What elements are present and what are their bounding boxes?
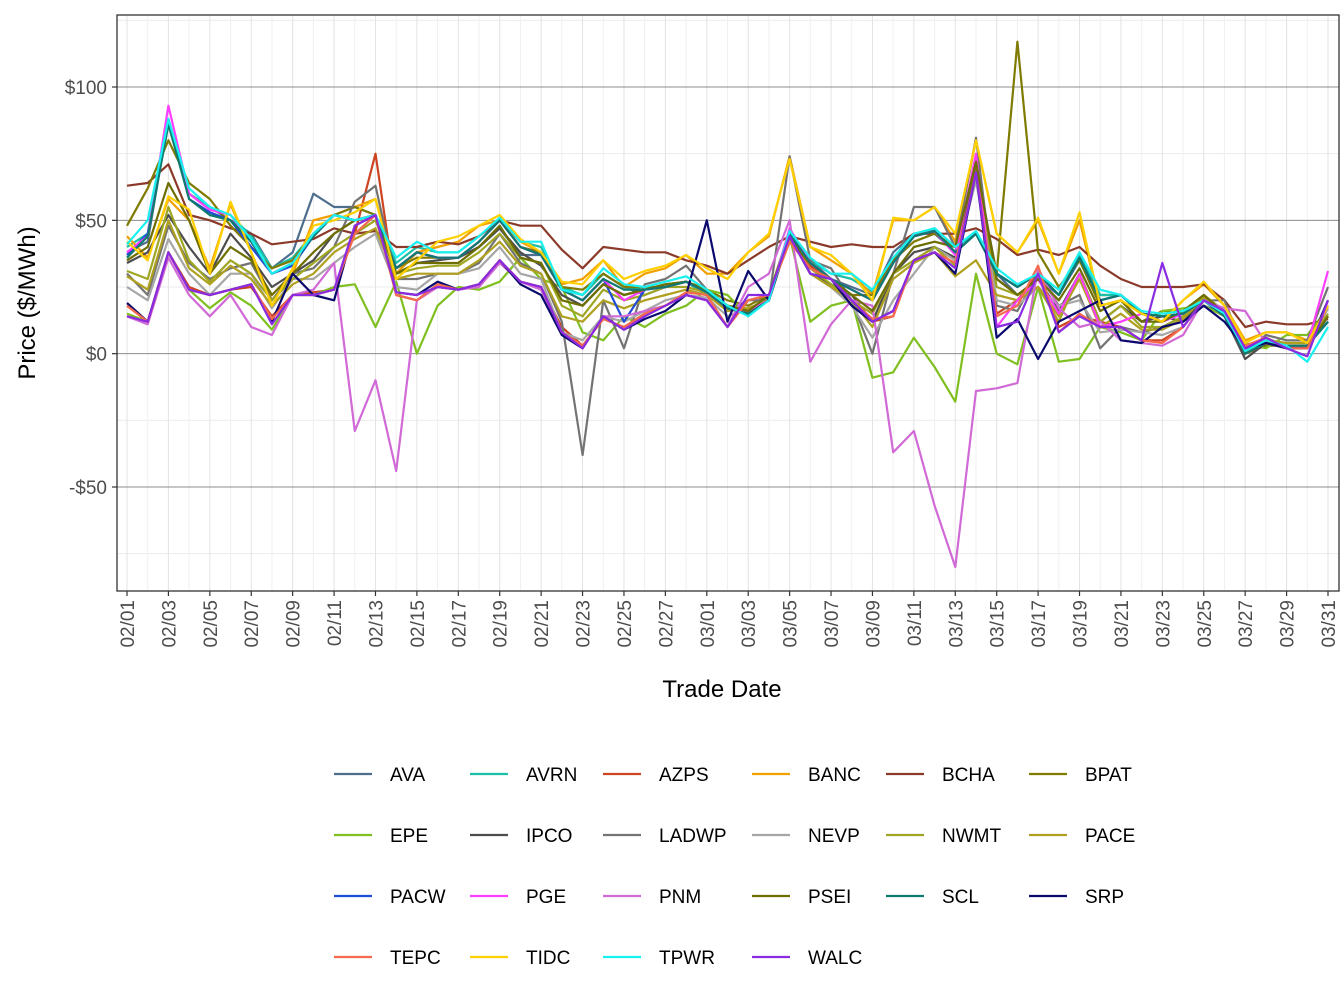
x-tick-label: 03/13	[946, 600, 967, 648]
y-tick-label: $0	[86, 345, 107, 366]
x-tick-label: 03/15	[988, 600, 1009, 648]
y-tick-label: $50	[75, 211, 107, 232]
x-tick-label: 03/31	[1319, 600, 1340, 648]
legend-label-tpwr: TPWR	[659, 948, 715, 969]
x-tick-label: 02/09	[284, 600, 305, 648]
x-tick-label: 03/01	[698, 600, 719, 648]
x-tick-label: 02/21	[532, 600, 553, 648]
plot-panel-border	[116, 14, 1340, 592]
x-tick-label: 03/21	[1112, 600, 1133, 648]
legend-label-bcha: BCHA	[942, 765, 995, 786]
legend-label-bpat: BPAT	[1085, 765, 1132, 786]
x-tick-label: 02/15	[408, 600, 429, 648]
legend-label-ladwp: LADWP	[659, 826, 727, 847]
y-tick-label: $100	[65, 78, 107, 99]
major-gridlines	[117, 86, 1339, 488]
x-tick-label: 03/09	[863, 600, 884, 648]
legend-label-pace: PACE	[1085, 826, 1135, 847]
series-lines	[126, 40, 1330, 569]
x-tick-label: 02/25	[615, 600, 636, 648]
legend-label-nevp: NEVP	[808, 826, 860, 847]
legend-label-srp: SRP	[1085, 887, 1124, 908]
legend-label-tidc: TIDC	[526, 948, 570, 969]
legend-label-psei: PSEI	[808, 887, 851, 908]
x-tick-label: 02/17	[449, 600, 470, 648]
legend-label-azps: AZPS	[659, 765, 709, 786]
x-tick-label: 02/19	[491, 600, 512, 648]
x-axis-title: Trade Date	[662, 676, 781, 703]
legend-label-scl: SCL	[942, 887, 979, 908]
series-line-srp	[126, 171, 1330, 361]
legend-label-walc: WALC	[808, 948, 862, 969]
legend-label-banc: BANC	[808, 765, 861, 786]
x-tick-label: 02/11	[325, 600, 346, 646]
x-tick-label: 02/05	[201, 600, 222, 648]
y-axis: -$50 $0 $50 $100	[65, 78, 117, 499]
series-line-epe	[126, 235, 1329, 403]
legend-label-pnm: PNM	[659, 887, 701, 908]
legend: AVA AVRN AZPS BANC BCHA BPAT EPE IPCO LADWP NEVP N…	[334, 765, 1135, 969]
x-tick-label: 03/27	[1236, 600, 1257, 648]
series-line-tpwr	[126, 117, 1329, 363]
x-tick-label: 02/23	[574, 600, 595, 648]
x-tick-label: 02/07	[242, 600, 263, 648]
x-tick-label: 03/11	[905, 600, 926, 646]
x-tick-label: 03/19	[1071, 600, 1092, 648]
x-tick-label: 03/03	[739, 600, 760, 648]
legend-label-pacw: PACW	[390, 887, 446, 908]
legend-label-avrn: AVRN	[526, 765, 577, 786]
series-line-walc	[126, 171, 1330, 358]
y-tick-label: -$50	[69, 478, 107, 499]
legend-label-tepc: TEPC	[390, 948, 441, 969]
legend-label-pge: PGE	[526, 887, 566, 908]
series-line-bcha	[126, 163, 1329, 329]
x-tick-label: 02/27	[656, 600, 677, 648]
x-tick-label: 03/25	[1195, 600, 1216, 648]
y-axis-title: Price ($/MWh)	[14, 226, 41, 379]
x-tick-label: 02/13	[366, 600, 387, 648]
legend-label-ava: AVA	[390, 765, 426, 786]
legend-label-nwmt: NWMT	[942, 826, 1001, 847]
x-tick-label: 03/05	[781, 600, 802, 648]
minor-gridlines	[117, 15, 1339, 591]
x-tick-label: 03/17	[1029, 600, 1050, 648]
x-tick-label: 03/23	[1153, 600, 1174, 648]
x-tick-label: 03/07	[822, 600, 843, 648]
x-tick-label: 02/03	[159, 600, 180, 648]
x-tick-label: 03/29	[1278, 600, 1299, 648]
legend-label-ipco: IPCO	[526, 826, 572, 847]
x-axis: 02/01 02/03 02/05 02/07 02/09 02/11 02/13 02/15…	[118, 591, 1340, 648]
legend-label-epe: EPE	[390, 826, 428, 847]
x-tick-label: 02/01	[118, 600, 139, 648]
